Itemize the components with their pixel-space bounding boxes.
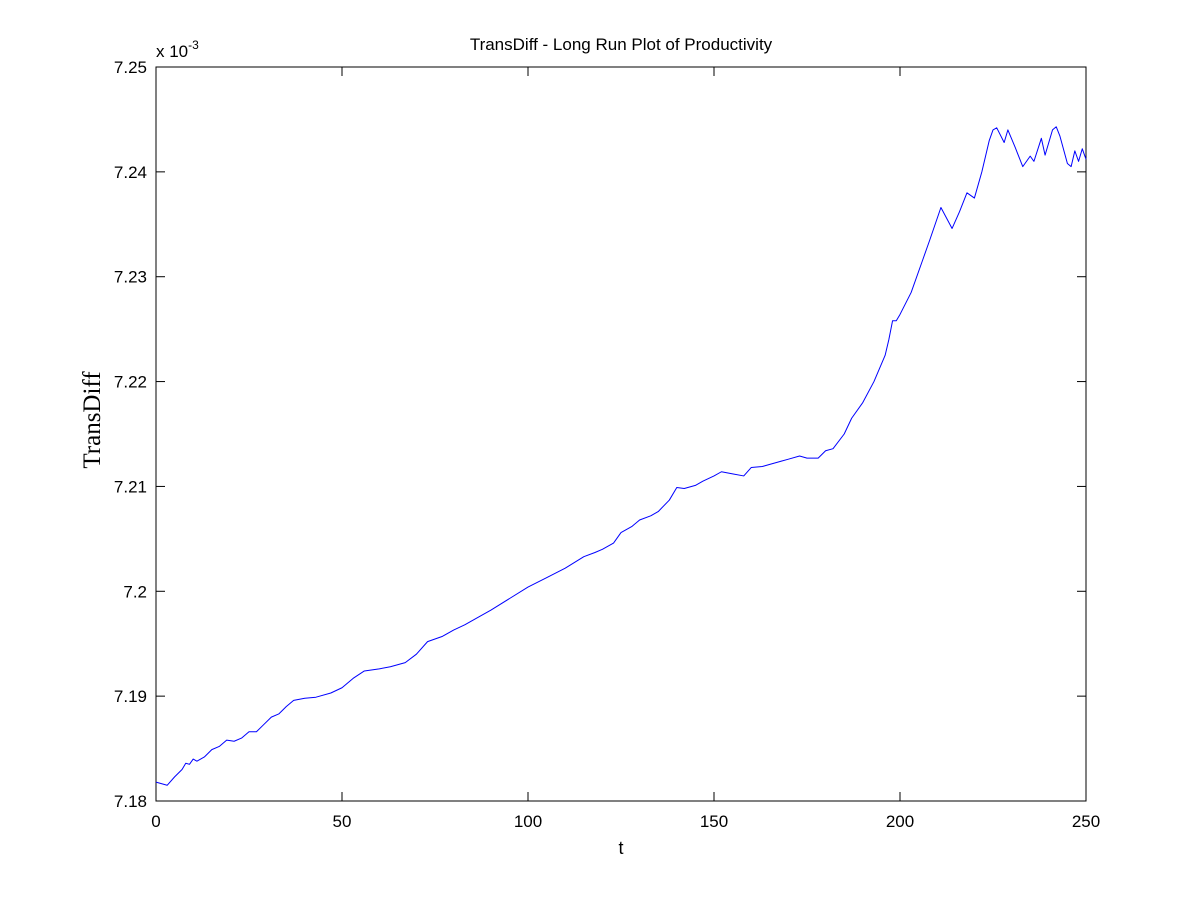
- x-axis-label: t: [618, 838, 623, 858]
- x-tick-label: 100: [514, 812, 542, 831]
- x-axis-ticks: 0 50 100 150 200 250: [151, 67, 1100, 831]
- y-tick-label: 7.23: [114, 268, 147, 287]
- y-tick-label: 7.24: [114, 163, 147, 182]
- y-tick-label: 7.22: [114, 373, 147, 392]
- series-line: [155, 126, 1087, 786]
- series-layer: [155, 126, 1087, 786]
- x-tick-label: 0: [151, 812, 160, 831]
- y-axis-label: TransDiff: [79, 371, 106, 469]
- y-multiplier-label: x 10-3: [156, 38, 199, 61]
- x-tick-label: 250: [1072, 812, 1100, 831]
- svg-text:x 10-3: x 10-3: [156, 38, 199, 61]
- x-tick-label: 50: [333, 812, 352, 831]
- y-tick-label: 7.18: [114, 792, 147, 811]
- chart-title: TransDiff - Long Run Plot of Productivit…: [470, 35, 773, 54]
- x-tick-label: 150: [700, 812, 728, 831]
- y-axis-ticks: 7.18 7.19 7.2 7.21 7.22 7.23 7.24 7.25: [114, 58, 1086, 811]
- y-multiplier-exponent: -3: [188, 38, 199, 52]
- y-multiplier-base: x 10: [156, 42, 188, 61]
- y-tick-label: 7.21: [114, 477, 147, 496]
- y-tick-label: 7.25: [114, 58, 147, 77]
- x-tick-label: 200: [886, 812, 914, 831]
- plot-area: [155, 66, 1087, 802]
- y-tick-label: 7.2: [123, 582, 147, 601]
- y-tick-label: 7.19: [114, 687, 147, 706]
